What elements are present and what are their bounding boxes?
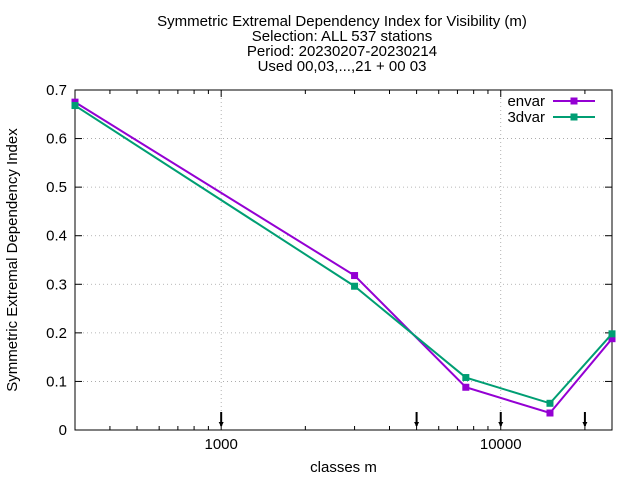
title-line: Symmetric Extremal Dependency Index for … bbox=[157, 13, 527, 30]
x-axis-label: classes m bbox=[310, 459, 377, 476]
data-point-envar bbox=[351, 272, 359, 280]
class-marker-head bbox=[218, 422, 224, 427]
legend-label: 3dvar bbox=[507, 109, 545, 126]
grid bbox=[75, 90, 612, 430]
y-tick-label: 0 bbox=[59, 422, 67, 439]
class-marker-head bbox=[414, 422, 420, 427]
data-point-3dvar bbox=[608, 330, 616, 338]
legend-label: envar bbox=[507, 93, 545, 110]
y-tick-label: 0.4 bbox=[46, 228, 67, 245]
y-axis-label: Symmetric Extremal Dependency Index bbox=[4, 128, 21, 392]
y-tick-label: 0.7 bbox=[46, 82, 67, 99]
legend-marker bbox=[570, 113, 578, 121]
x-tick-label: 10000 bbox=[480, 436, 522, 453]
data-point-envar bbox=[462, 383, 470, 391]
series-group bbox=[71, 98, 616, 417]
data-point-envar bbox=[608, 335, 616, 343]
series-line-envar bbox=[74, 101, 613, 415]
data-point-3dvar bbox=[351, 282, 359, 290]
class-marker-head bbox=[498, 422, 504, 427]
title-line: Period: 20230207-20230214 bbox=[247, 43, 437, 60]
data-point-3dvar bbox=[71, 102, 79, 110]
chart-title: Symmetric Extremal Dependency Index for … bbox=[157, 13, 527, 75]
class-markers bbox=[218, 412, 588, 427]
y-tick-label: 0.1 bbox=[46, 373, 67, 390]
title-line: Selection: ALL 537 stations bbox=[252, 28, 432, 45]
x-tick-label: 1000 bbox=[204, 436, 237, 453]
y-tick-label: 0.2 bbox=[46, 325, 67, 342]
plot-frame bbox=[74, 89, 613, 431]
y-tick-label: 0.6 bbox=[46, 131, 67, 148]
y-axis: 0 0.1 0.2 0.3 0.4 0.5 0.6 0.7 bbox=[46, 82, 612, 439]
data-point-3dvar bbox=[546, 399, 554, 407]
series-line-3dvar bbox=[74, 104, 613, 405]
data-point-3dvar bbox=[462, 374, 470, 382]
y-tick-label: 0.5 bbox=[46, 179, 67, 196]
title-line: Used 00,03,...,21 + 00 03 bbox=[258, 58, 427, 75]
class-marker-head bbox=[582, 422, 588, 427]
y-tick-label: 0.3 bbox=[46, 276, 67, 293]
legend-marker bbox=[570, 97, 578, 105]
data-point-envar bbox=[546, 409, 554, 417]
x-axis: 1000 10000 bbox=[74, 90, 586, 453]
